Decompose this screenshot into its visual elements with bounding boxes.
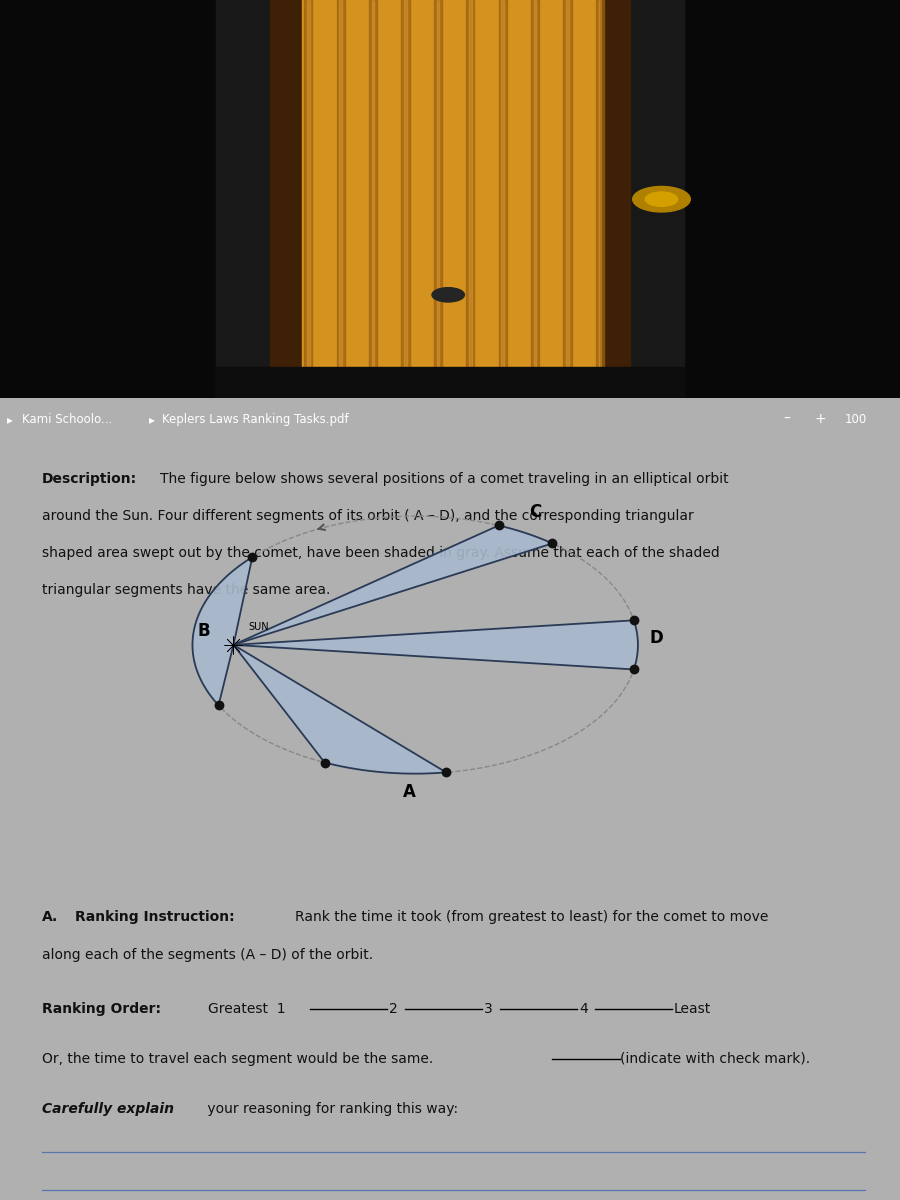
Text: D: D xyxy=(649,629,663,647)
Text: +: + xyxy=(814,412,826,426)
Bar xyxy=(684,0,900,398)
Bar xyxy=(404,0,407,378)
Bar xyxy=(598,0,601,378)
Point xyxy=(212,696,226,715)
Point xyxy=(545,534,560,553)
Text: Keplers Laws Ranking Tasks.pdf: Keplers Laws Ranking Tasks.pdf xyxy=(162,413,348,426)
Text: Ranking Instruction:: Ranking Instruction: xyxy=(75,910,235,924)
Polygon shape xyxy=(233,620,638,670)
Bar xyxy=(436,0,439,378)
Bar xyxy=(501,0,504,378)
Point xyxy=(318,752,332,772)
Bar xyxy=(216,366,684,398)
Circle shape xyxy=(645,192,678,206)
Bar xyxy=(596,0,604,378)
Text: The figure below shows several positions of a comet traveling in an elliptical o: The figure below shows several positions… xyxy=(160,472,729,486)
Bar xyxy=(499,0,507,378)
Bar xyxy=(566,0,569,378)
Text: B: B xyxy=(197,622,210,640)
Text: your reasoning for ranking this way:: your reasoning for ranking this way: xyxy=(203,1102,458,1116)
Bar xyxy=(434,0,442,378)
Point xyxy=(491,516,506,535)
Text: 2: 2 xyxy=(389,1002,398,1016)
Polygon shape xyxy=(233,526,553,644)
Bar xyxy=(307,0,310,378)
Circle shape xyxy=(432,288,464,302)
Point xyxy=(626,660,641,679)
Text: A: A xyxy=(403,782,416,800)
Bar xyxy=(337,0,345,378)
Bar xyxy=(270,0,630,398)
Text: Greatest  1: Greatest 1 xyxy=(208,1002,285,1016)
Point xyxy=(245,547,259,566)
Bar xyxy=(534,0,536,378)
Circle shape xyxy=(633,186,690,212)
Point xyxy=(439,763,454,782)
Text: along each of the segments (A – D) of the orbit.: along each of the segments (A – D) of th… xyxy=(42,948,374,962)
Text: 100: 100 xyxy=(844,413,867,426)
Text: C: C xyxy=(529,503,541,521)
Bar xyxy=(469,0,472,378)
Polygon shape xyxy=(233,644,446,774)
Text: Rank the time it took (from greatest to least) for the comet to move: Rank the time it took (from greatest to … xyxy=(295,910,769,924)
Bar xyxy=(369,0,377,378)
Text: ▸: ▸ xyxy=(148,413,155,426)
Text: ▸: ▸ xyxy=(7,413,14,426)
Text: triangular segments have the same area.: triangular segments have the same area. xyxy=(42,583,330,596)
Bar xyxy=(304,0,312,378)
Text: shaped area swept out by the comet, have been shaded in gray. Assume that each o: shaped area swept out by the comet, have… xyxy=(42,546,720,559)
Point xyxy=(626,611,641,630)
Text: Description:: Description: xyxy=(42,472,137,486)
Bar xyxy=(372,0,374,378)
Bar xyxy=(0,0,216,398)
Bar xyxy=(339,0,342,378)
Bar xyxy=(531,0,539,378)
Text: around the Sun. Four different segments of its orbit ( A – D), and the correspon: around the Sun. Four different segments … xyxy=(42,509,694,523)
Bar xyxy=(302,0,598,378)
Text: Ranking Order:: Ranking Order: xyxy=(42,1002,161,1016)
Text: 4: 4 xyxy=(579,1002,588,1016)
Text: Carefully explain: Carefully explain xyxy=(42,1102,174,1116)
Text: Kami Schoolo...: Kami Schoolo... xyxy=(22,413,112,426)
Text: A.: A. xyxy=(42,910,58,924)
Polygon shape xyxy=(193,557,252,706)
Text: Least: Least xyxy=(674,1002,711,1016)
Text: SUN: SUN xyxy=(248,622,269,631)
Bar xyxy=(401,0,410,378)
Bar xyxy=(466,0,474,378)
Text: Or, the time to travel each segment would be the same.: Or, the time to travel each segment woul… xyxy=(42,1052,433,1066)
Text: –: – xyxy=(783,412,790,426)
Text: (indicate with check mark).: (indicate with check mark). xyxy=(620,1052,810,1066)
Bar xyxy=(216,0,684,398)
Bar xyxy=(563,0,572,378)
Text: 3: 3 xyxy=(484,1002,493,1016)
